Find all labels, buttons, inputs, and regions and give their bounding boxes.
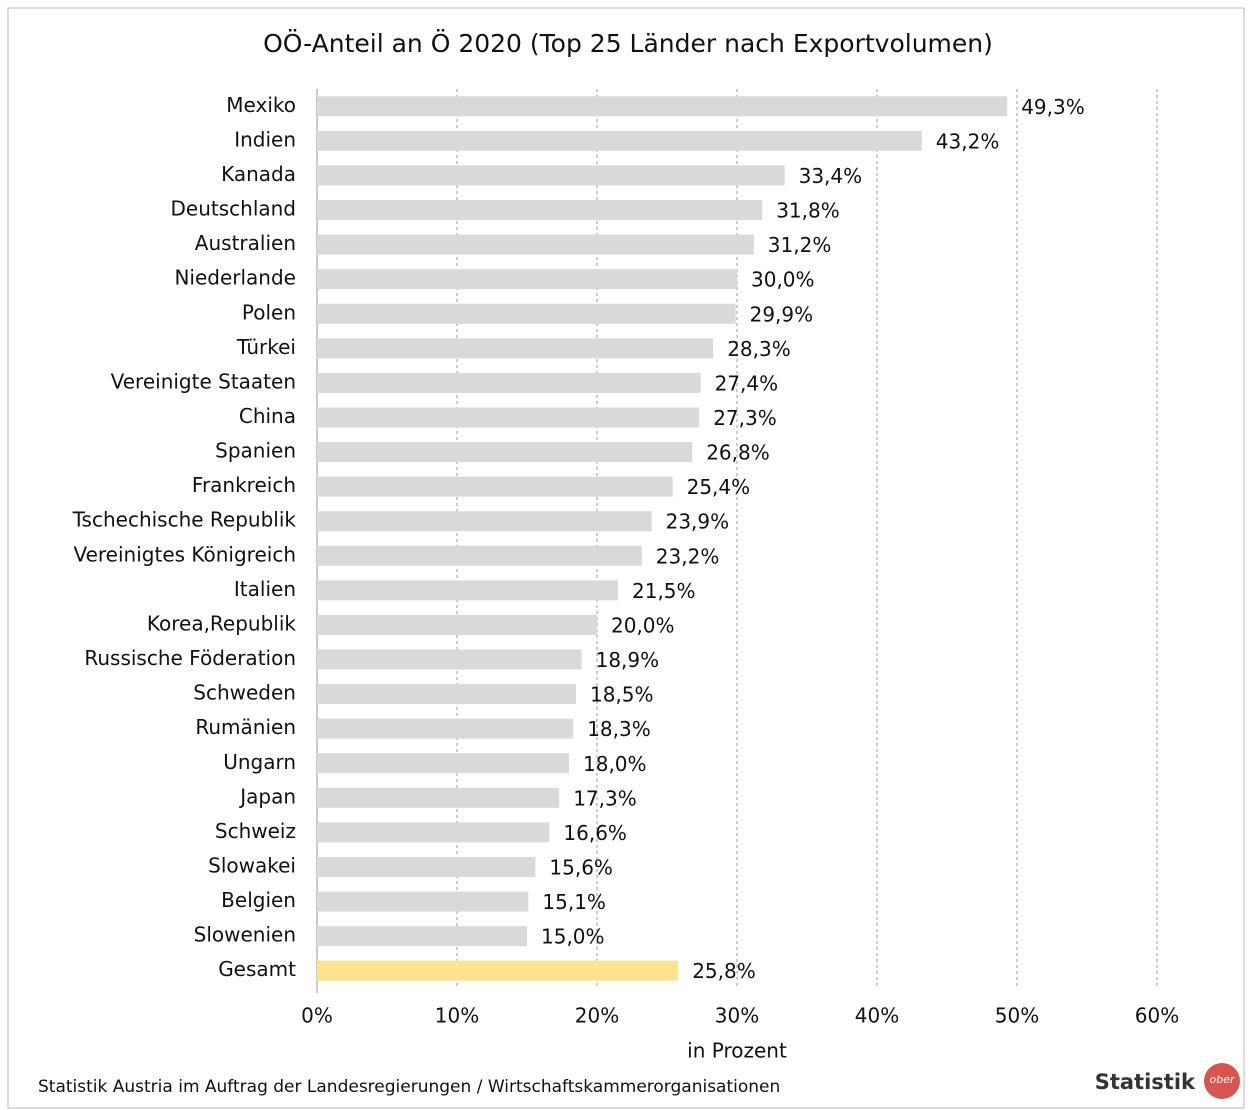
y-tick-label: Polen xyxy=(242,300,296,324)
data-label: 30,0% xyxy=(751,268,815,292)
y-tick-label: China xyxy=(239,404,296,428)
x-tick-label: 50% xyxy=(995,1004,1039,1028)
bar xyxy=(317,545,642,566)
y-tick-label: Mexiko xyxy=(226,93,296,117)
y-tick-label: Ungarn xyxy=(223,750,296,774)
data-label: 15,6% xyxy=(549,855,613,879)
data-label: 18,0% xyxy=(583,752,647,776)
data-label: 27,4% xyxy=(715,371,779,395)
y-tick-label: Niederlande xyxy=(174,266,296,290)
y-tick-label: Japan xyxy=(238,784,296,808)
data-label: 16,6% xyxy=(563,821,627,845)
data-label: 21,5% xyxy=(632,579,696,603)
bar xyxy=(317,891,529,912)
logo-badge-text: ober xyxy=(1209,1073,1235,1086)
bar xyxy=(317,580,618,601)
bar xyxy=(317,165,785,186)
y-tick-label: Italien xyxy=(234,577,296,601)
y-tick-label: Slowenien xyxy=(194,923,296,947)
x-axis-label: in Prozent xyxy=(687,1039,787,1063)
y-tick-label: Schweden xyxy=(193,681,296,705)
bar xyxy=(317,684,576,705)
y-tick-label: Frankreich xyxy=(192,473,296,497)
y-tick-label: Slowakei xyxy=(208,853,296,877)
data-label: 23,2% xyxy=(656,544,720,568)
logo-badge xyxy=(1204,1063,1240,1099)
data-label: 26,8% xyxy=(706,441,770,465)
bar xyxy=(317,130,922,151)
data-label: 28,3% xyxy=(727,337,791,361)
y-tick-label: Vereinigte Staaten xyxy=(111,369,296,393)
bar xyxy=(317,200,763,221)
data-label: 33,4% xyxy=(799,164,863,188)
data-label: 17,3% xyxy=(573,786,637,810)
bar xyxy=(317,649,582,670)
data-label: 25,8% xyxy=(692,959,756,983)
x-tick-label: 40% xyxy=(855,1004,899,1028)
chart-title: OÖ-Anteil an Ö 2020 (Top 25 Länder nach … xyxy=(263,29,993,58)
y-tick-label: Tschechische Republik xyxy=(72,508,297,532)
bar xyxy=(317,753,569,774)
bar xyxy=(317,442,693,463)
bar xyxy=(317,338,714,359)
source: Statistik Austria im Auftrag der Landesr… xyxy=(38,1077,780,1097)
y-tick-label: Schweiz xyxy=(215,819,296,843)
y-tick-label: Vereinigtes Königreich xyxy=(73,542,296,566)
y-tick-label: Belgien xyxy=(221,888,296,912)
data-label: 25,4% xyxy=(687,475,751,499)
data-label: 31,8% xyxy=(776,199,840,223)
bar xyxy=(317,303,736,324)
y-tick-label: Russische Föderation xyxy=(84,646,296,670)
bar xyxy=(317,856,536,877)
data-label: 29,9% xyxy=(750,302,814,326)
data-label: 27,3% xyxy=(713,406,777,430)
y-tick-label: Indien xyxy=(234,127,296,151)
bar xyxy=(317,407,700,428)
bar xyxy=(317,614,597,635)
y-tick-label: Spanien xyxy=(215,439,296,463)
bar xyxy=(317,822,550,843)
y-tick-label: Korea,Republik xyxy=(147,611,297,635)
bar xyxy=(317,476,673,497)
bar xyxy=(317,511,652,532)
data-label: 15,1% xyxy=(542,890,606,914)
y-tick-label: Gesamt xyxy=(218,957,296,981)
data-label: 31,2% xyxy=(768,233,832,257)
bar xyxy=(317,234,754,255)
y-tick-label: Türkei xyxy=(236,335,296,359)
x-tick-label: 30% xyxy=(715,1004,759,1028)
bar xyxy=(317,269,737,290)
data-label: 18,5% xyxy=(590,683,654,707)
y-tick-label: Kanada xyxy=(221,162,296,186)
data-label: 18,9% xyxy=(596,648,660,672)
y-tick-label: Australien xyxy=(195,231,296,255)
y-tick-label: Rumänien xyxy=(195,715,296,739)
data-label: 15,0% xyxy=(541,925,605,949)
data-label: 18,3% xyxy=(587,717,651,741)
data-label: 43,2% xyxy=(936,129,1000,153)
data-label: 20,0% xyxy=(611,613,675,637)
bar xyxy=(317,372,701,393)
x-tick-label: 60% xyxy=(1135,1004,1179,1028)
x-tick-label: 20% xyxy=(575,1004,619,1028)
bar xyxy=(317,96,1008,117)
data-label: 23,9% xyxy=(666,510,730,534)
x-tick-label: 10% xyxy=(435,1004,479,1028)
bar xyxy=(317,718,574,739)
bar xyxy=(317,926,527,947)
bar xyxy=(317,960,679,981)
x-tick-label: 0% xyxy=(301,1004,333,1028)
data-label: 49,3% xyxy=(1021,95,1085,119)
logo: Statistik xyxy=(1095,1070,1196,1094)
y-tick-label: Deutschland xyxy=(171,197,297,221)
bar xyxy=(317,787,560,808)
